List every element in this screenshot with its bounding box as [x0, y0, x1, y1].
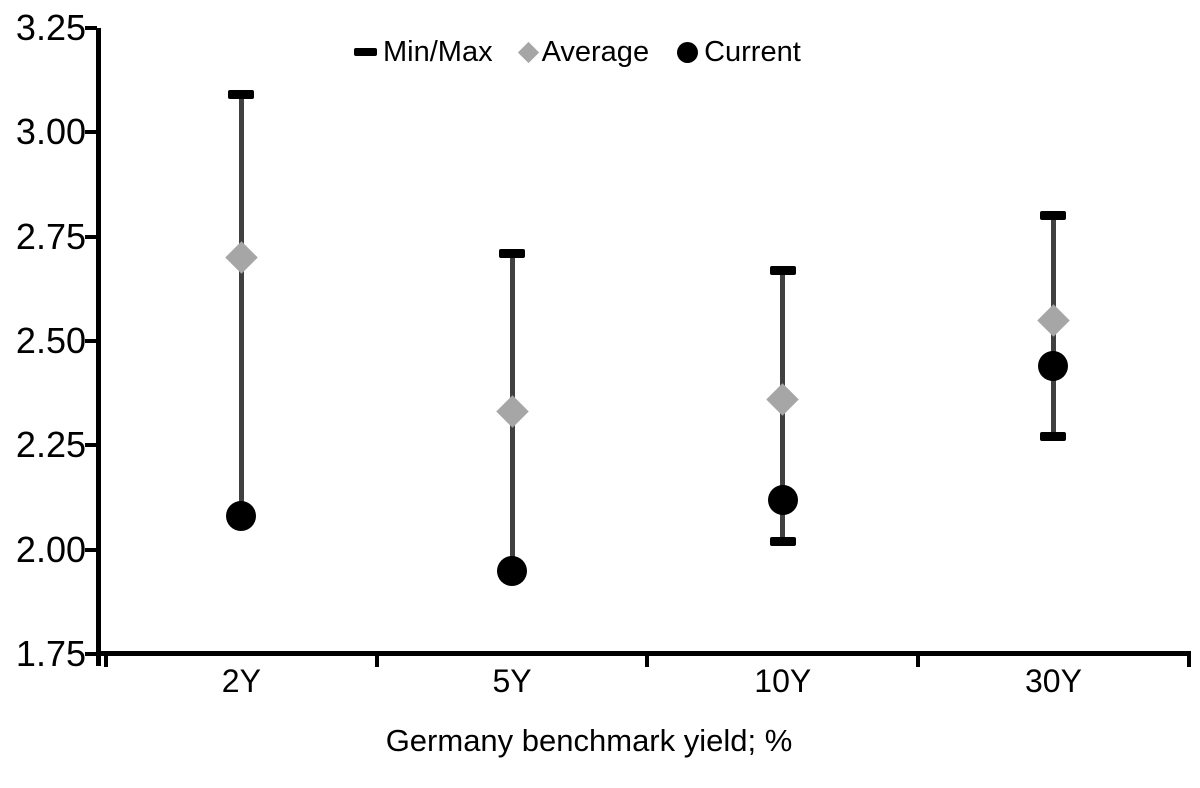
min-cap-10Y — [769, 536, 796, 546]
current-marker-10Y — [767, 484, 798, 515]
current-marker-5Y — [497, 555, 528, 586]
errorbar-line-2Y — [238, 94, 244, 517]
y-axis-line — [96, 28, 101, 666]
average-marker-5Y — [495, 395, 529, 429]
x-category-label-5Y: 5Y — [492, 663, 532, 699]
y-tick-label: 3.00 — [15, 111, 86, 153]
x-tick — [104, 654, 108, 667]
max-cap-10Y — [769, 265, 796, 275]
legend-label-minmax: Min/Max — [383, 36, 493, 68]
x-tick — [374, 654, 379, 667]
x-axis-line — [96, 651, 1191, 656]
y-tick-label: 1.75 — [15, 633, 86, 674]
current-circle-icon — [677, 41, 699, 63]
y-tick — [85, 234, 97, 239]
average-marker-10Y — [766, 383, 800, 416]
max-cap-2Y — [228, 90, 255, 100]
x-tick — [916, 654, 921, 667]
max-cap-5Y — [499, 248, 526, 258]
legend-item-minmax: Min/Max — [354, 36, 493, 68]
y-tick-label: 2.75 — [15, 215, 86, 257]
x-category-label-10Y: 10Y — [754, 663, 812, 699]
max-cap-30Y — [1040, 211, 1067, 221]
minmax-dash-icon — [354, 48, 377, 56]
y-tick — [85, 652, 97, 656]
x-category-label-2Y: 2Y — [221, 663, 261, 699]
average-marker-30Y — [1037, 303, 1070, 337]
y-tick — [85, 26, 97, 30]
y-tick-label: 2.50 — [15, 320, 86, 361]
x-axis-title: Germany benchmark yield; % — [385, 723, 793, 758]
average-marker-2Y — [225, 241, 258, 274]
x-tick — [1186, 654, 1191, 667]
y-tick-label: 2.25 — [15, 424, 86, 466]
current-marker-2Y — [226, 501, 257, 532]
y-tick — [85, 547, 97, 552]
y-tick — [85, 339, 97, 343]
y-tick-label: 2.00 — [15, 528, 86, 570]
x-tick — [645, 654, 650, 667]
legend-item-current: Current — [677, 36, 801, 68]
legend: Min/Max Average Current — [354, 32, 801, 72]
min-cap-30Y — [1040, 432, 1067, 442]
x-category-label-30Y: 30Y — [1024, 663, 1082, 699]
y-tick — [85, 443, 97, 448]
legend-label-current: Current — [704, 36, 801, 68]
y-tick — [85, 130, 97, 135]
current-marker-30Y — [1038, 351, 1069, 382]
y-tick-label: 3.25 — [15, 7, 86, 48]
legend-item-average: Average — [517, 36, 650, 68]
legend-label-average: Average — [541, 36, 650, 68]
